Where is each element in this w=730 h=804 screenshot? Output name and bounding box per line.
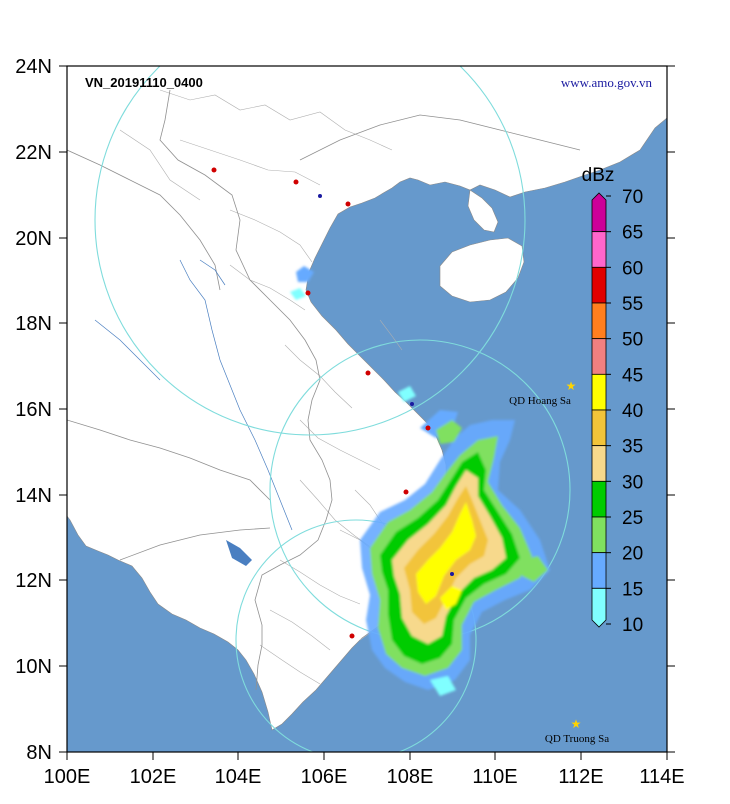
colorbar-tick-label: 45 — [622, 365, 643, 386]
lat-label: 14N — [15, 485, 52, 507]
lat-label: 10N — [15, 656, 52, 678]
colorbar-tick-label: 55 — [622, 294, 643, 315]
longitude-labels: 100E 102E 104E 106E 108E 110E 112E 114E — [44, 766, 685, 788]
colorbar-tick-label: 30 — [622, 472, 643, 493]
lat-label: 8N — [26, 742, 52, 764]
lon-label: 100E — [44, 766, 91, 788]
lat-label: 22N — [15, 142, 52, 164]
lon-label: 102E — [130, 766, 177, 788]
colorbar-bin — [592, 374, 606, 410]
colorbar-tick-label: 65 — [622, 223, 643, 244]
lat-label: 12N — [15, 570, 52, 592]
colorbar-tick-label: 35 — [622, 437, 643, 458]
lon-label: 108E — [387, 766, 434, 788]
map-area — [67, 5, 667, 760]
lat-label: 16N — [15, 399, 52, 421]
colorbar-bin — [592, 446, 606, 482]
colorbar-tick-label: 25 — [622, 508, 643, 529]
colorbar-bin — [592, 267, 606, 303]
place-label: QD Truong Sa — [545, 733, 609, 745]
colorbar-tick-label: 10 — [622, 615, 643, 636]
colorbar-bin — [592, 588, 606, 627]
colorbar-tick-label: 60 — [622, 258, 643, 279]
source-url: www.amo.gov.vn — [561, 75, 653, 90]
star-icon: ★ — [566, 379, 577, 393]
lon-label: 112E — [558, 766, 603, 788]
latitude-labels: 24N 22N 20N 18N 16N 14N 12N 10N 8N — [15, 56, 52, 764]
lon-label: 104E — [215, 766, 262, 788]
colorbar-bin — [592, 517, 606, 553]
lat-label: 18N — [15, 313, 52, 335]
colorbar-bins — [592, 193, 606, 627]
lon-label: 114E — [639, 766, 684, 788]
colorbar-unit: dBz — [582, 165, 615, 186]
colorbar-bin — [592, 410, 606, 446]
colorbar-tick-label: 40 — [622, 401, 643, 422]
colorbar-bin — [592, 339, 606, 375]
lon-label: 106E — [301, 766, 348, 788]
colorbar-tick-label: 50 — [622, 330, 643, 351]
map-title: VN_20191110_0400 — [85, 75, 203, 90]
colorbar-tick-label: 15 — [622, 579, 643, 600]
colorbar-bin — [592, 481, 606, 517]
star-icon: ★ — [571, 717, 582, 731]
colorbar-bin — [592, 303, 606, 339]
colorbar-bin — [592, 193, 606, 232]
place-label: QD Hoang Sa — [509, 395, 571, 407]
colorbar-bin — [592, 553, 606, 589]
colorbar-tick-label: 70 — [622, 187, 643, 208]
lat-label: 24N — [15, 56, 52, 78]
lat-label: 20N — [15, 228, 52, 250]
lon-label: 110E — [472, 766, 517, 788]
colorbar-bin — [592, 232, 606, 268]
colorbar-tick-label: 20 — [622, 544, 643, 565]
